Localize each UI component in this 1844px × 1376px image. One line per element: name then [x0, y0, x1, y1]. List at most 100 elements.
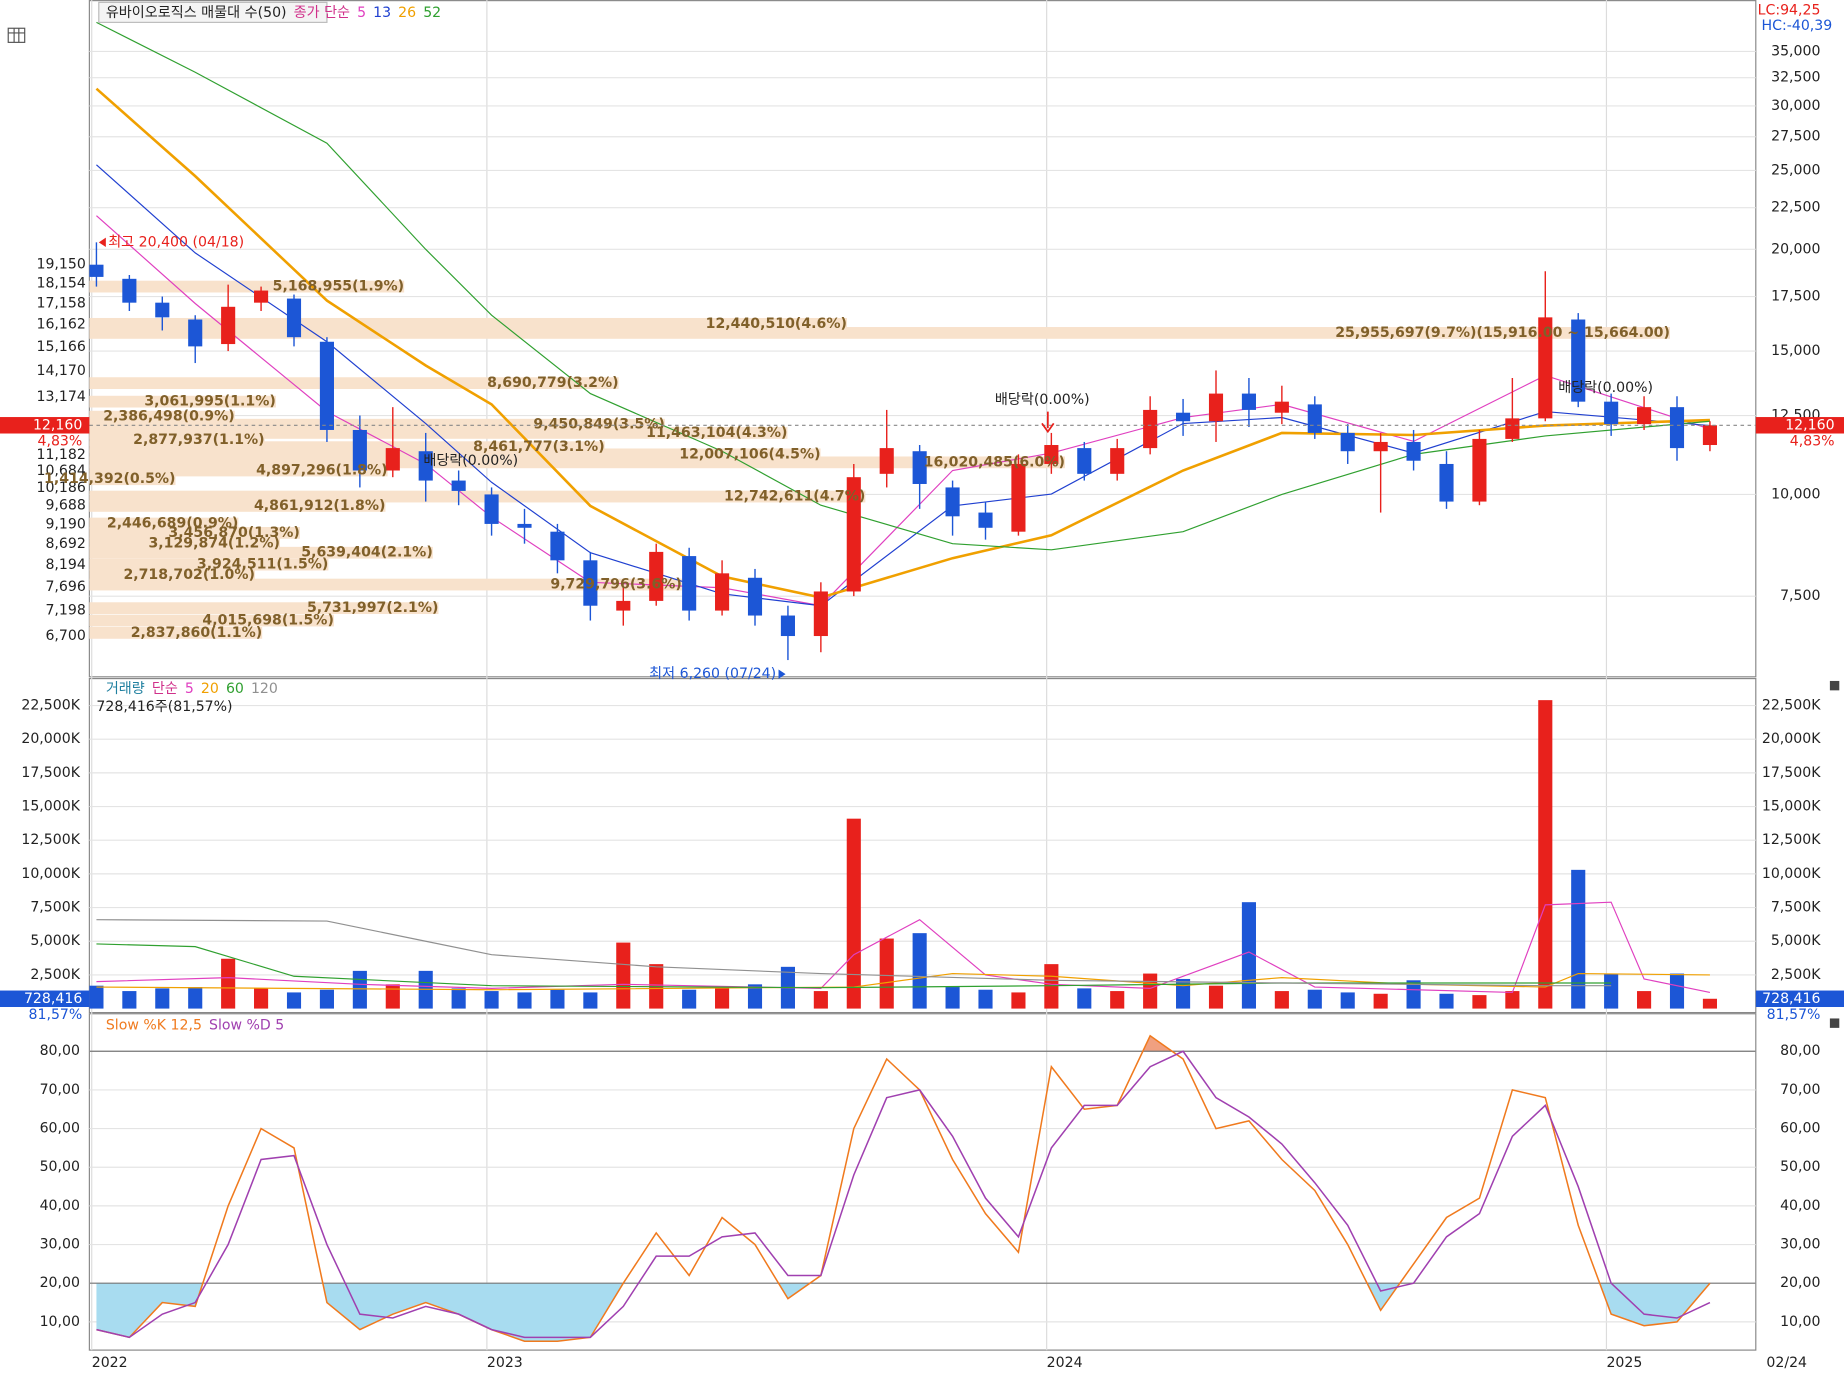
y-tick-label: 22,500 — [1771, 200, 1820, 216]
candle-body — [747, 577, 763, 616]
volume-bar — [1011, 992, 1026, 1009]
moving-average-line — [96, 943, 1612, 989]
candle-body — [682, 556, 697, 611]
profile-label: 2,877,937(1.1%) — [133, 432, 264, 448]
profile-label: 5,168,955(1.9%) — [273, 279, 404, 295]
high-arrow — [98, 237, 106, 248]
candle-body — [254, 290, 269, 303]
candle-body — [978, 512, 993, 528]
volume-bar — [1373, 993, 1388, 1009]
volume-bar — [1669, 973, 1685, 1009]
moving-average-line — [96, 919, 1612, 987]
menu-icon[interactable] — [7, 27, 26, 43]
stochastic-panel — [88, 1013, 1757, 1351]
change-label: 4,83% — [1790, 434, 1835, 450]
legend-entry: 5 — [357, 5, 366, 21]
candle-body — [188, 319, 203, 347]
candle-body — [1702, 425, 1717, 446]
close-button[interactable] — [1829, 1018, 1840, 1028]
chart-title: 유바이오로직스 매물대 수(50) — [106, 5, 287, 21]
volume-bar — [221, 958, 236, 1009]
volume-bar — [715, 987, 730, 1009]
candle-body — [451, 480, 466, 491]
y-tick-label: 40,00 — [1780, 1198, 1820, 1214]
close-button[interactable] — [1829, 680, 1840, 691]
candle-body — [319, 341, 334, 430]
profile-bar — [89, 602, 439, 615]
candle-body — [1241, 393, 1256, 410]
volume-bar — [319, 989, 334, 1009]
profile-label: 2,386,498(0.9%) — [103, 409, 234, 425]
profile-label: 11,463,104(4.3%) — [646, 425, 787, 441]
profile-bar — [89, 317, 847, 330]
legend-entry: Slow %K 12,5 — [106, 1018, 202, 1034]
legend-entry: 60 — [226, 681, 244, 697]
profile-label: 5,639,404(2.1%) — [301, 545, 432, 561]
candle-body — [1637, 407, 1652, 425]
moving-average-line — [96, 21, 1710, 551]
volume-bar — [1044, 964, 1059, 1009]
candle-body — [1406, 441, 1421, 461]
dividend-label: 배당락(0.00%) — [1558, 380, 1653, 396]
profile-bar — [89, 569, 255, 581]
profile-label: 4,861,912(1.8%) — [254, 498, 385, 514]
volume-bar — [89, 985, 104, 1009]
y-tick-label: 17,500K — [1762, 765, 1821, 781]
profile-bar — [89, 537, 280, 550]
volume-bar — [122, 991, 137, 1009]
oversold-fill — [96, 1283, 1710, 1342]
y-tick-label: 15,000 — [1771, 343, 1820, 359]
profile-label: 8,690,779(3.2%) — [487, 375, 618, 391]
title-box — [98, 1, 328, 23]
profile-bar — [89, 456, 1065, 469]
volume-bar — [1538, 700, 1553, 1009]
y-tick-label: 60,00 — [1780, 1121, 1820, 1137]
profile-bar — [89, 418, 665, 431]
x-tick-label: 2023 — [487, 1355, 523, 1371]
volume-bar — [1571, 869, 1586, 1009]
volume-bar — [286, 992, 302, 1009]
last-volume-badge — [1755, 990, 1844, 1008]
profile-label: 3,924,511(1.5%) — [197, 557, 328, 573]
y-tick-label: 70,00 — [40, 1082, 80, 1098]
profile-label: 16,020,485(6.0%) — [924, 454, 1065, 470]
candle-body — [1110, 448, 1125, 474]
candle-body — [649, 551, 664, 601]
candle-body — [879, 448, 894, 474]
profile-level-label: 14,170 — [36, 363, 85, 379]
volume-bar — [912, 933, 927, 1009]
y-tick-label: 20,000 — [1771, 241, 1820, 257]
volume-bar — [846, 818, 861, 1009]
last-volume-label: 728,416 — [1762, 991, 1820, 1007]
candle-body — [583, 560, 598, 606]
y-tick-label: 2,500K — [1771, 967, 1821, 983]
y-tick-label: 12,500K — [1762, 832, 1821, 848]
y-tick-label: 2,500K — [30, 967, 80, 983]
y-tick-label: 20,000K — [1762, 731, 1821, 747]
y-tick-label: 12,500K — [21, 832, 80, 848]
stochastic-line — [96, 1050, 1711, 1339]
candle-body — [912, 451, 927, 484]
change-label: 4,83% — [37, 434, 82, 450]
volume-panel — [88, 678, 1757, 1014]
legend-entry: 52 — [423, 5, 441, 21]
profile-bar — [89, 546, 433, 559]
profile-label: 2,718,702(1.0%) — [123, 567, 254, 583]
volume-bar — [550, 989, 565, 1009]
y-tick-label: 5,000K — [30, 933, 80, 949]
low-label: 최저 6,260 (07/24) — [649, 666, 776, 682]
profile-bar — [89, 434, 265, 447]
profile-level-label: 8,194 — [45, 557, 85, 573]
profile-bar — [89, 410, 235, 423]
candle-body — [945, 487, 960, 517]
y-tick-label: 7,500K — [30, 900, 80, 916]
y-tick-label: 7,500 — [1780, 588, 1820, 604]
profile-label: 12,440,510(4.6%) — [706, 316, 847, 332]
candle-body — [1571, 319, 1586, 402]
volume-bar — [616, 942, 631, 1009]
volume-bar — [352, 970, 367, 1009]
volume-bar — [583, 992, 598, 1009]
profile-bar — [89, 558, 329, 571]
profile-bar — [89, 327, 1670, 339]
